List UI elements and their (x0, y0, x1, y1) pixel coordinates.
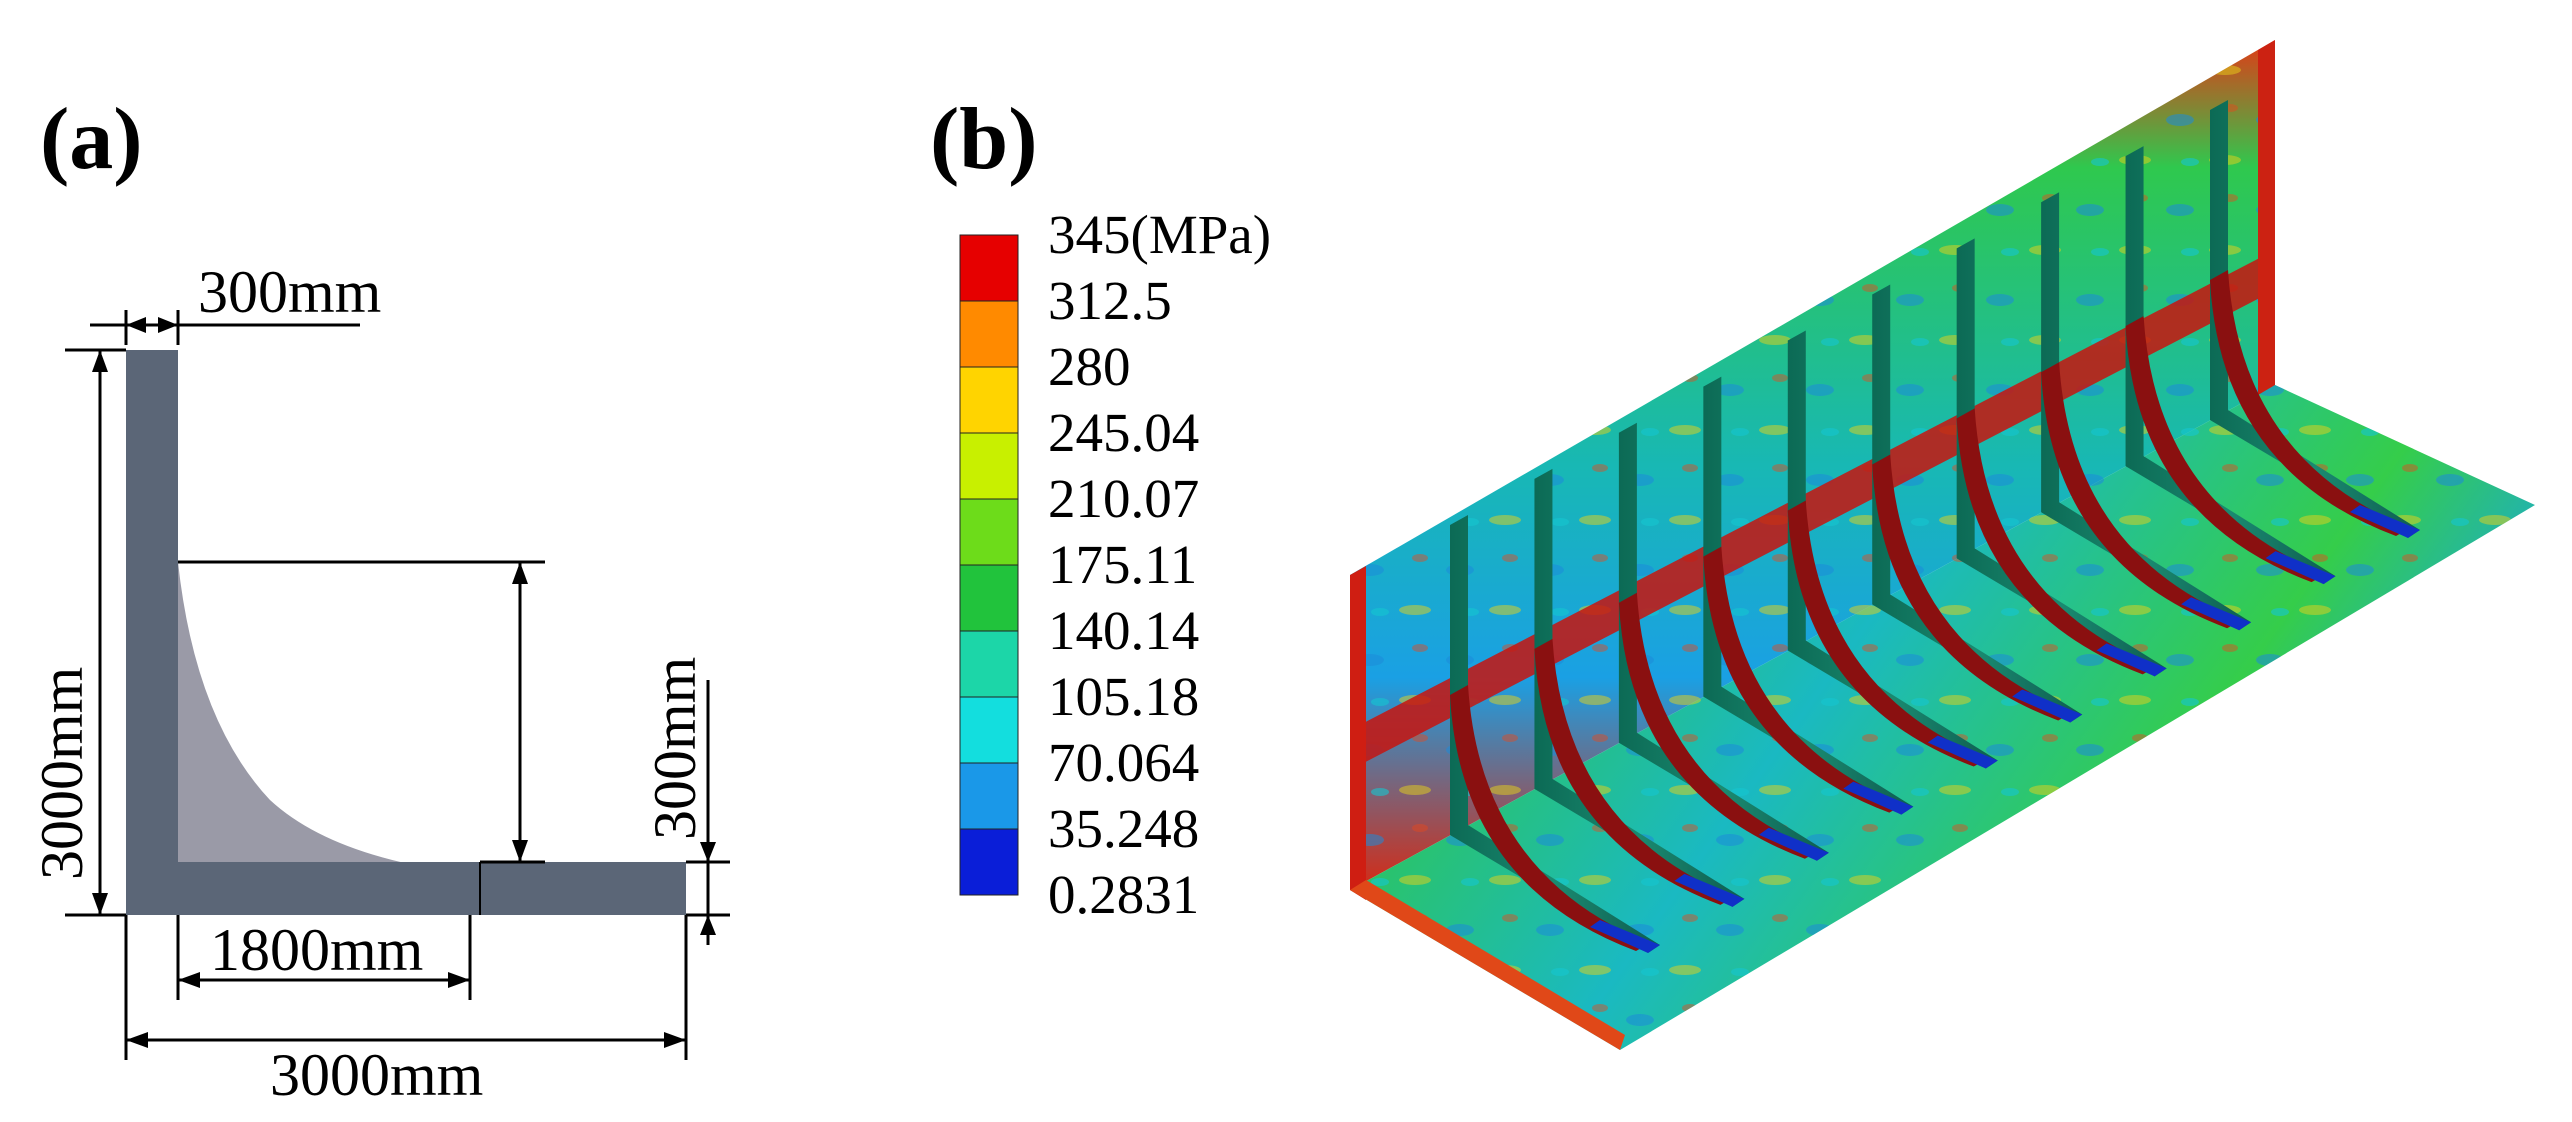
stiffener-toe (1590, 920, 1660, 953)
dimension-lines (65, 310, 730, 1060)
stiffener (1703, 376, 1914, 815)
legend-swatch (959, 234, 1019, 302)
dim-flange-thickness-top: 300mm (198, 259, 381, 325)
stiffener (1956, 238, 2167, 677)
contour-legend: 345(MPa)312.5280245.04210.07175.11140.14… (959, 204, 1271, 925)
stiffener-toe (1674, 873, 1745, 907)
legend-label: 0.2831 (1048, 864, 1199, 925)
legend-swatch (959, 432, 1019, 500)
legend-swatch (959, 498, 1019, 566)
stiffener-fillet (2041, 362, 2242, 629)
stiffener-toe (1927, 735, 1998, 769)
legend-swatch (959, 762, 1019, 830)
legend-label: 175.11 (1048, 534, 1197, 595)
legend-label: 140.14 (1048, 600, 1199, 661)
legend-label: 35.248 (1048, 798, 1199, 859)
stiffener-fillet (1703, 546, 1904, 813)
stiffened-plate-model (1350, 40, 2535, 1050)
stiffener (1618, 422, 1829, 861)
stiffeners (1450, 100, 2420, 953)
panel-b-label: (b) (930, 91, 1038, 188)
stiffener-toe (1843, 781, 1914, 815)
legend-label: 345(MPa) (1048, 204, 1271, 265)
dim-vertical-height: 3000mm (29, 667, 95, 880)
legend-swatch (959, 828, 1019, 896)
dim-web-thickness: 300mm (642, 657, 708, 840)
stiffener-fillet (1618, 592, 1819, 859)
stiffener-fillet (1956, 408, 2157, 675)
stiffener-fillet (2125, 316, 2326, 583)
fillet-region (178, 562, 480, 875)
stiffener-fillet (1534, 638, 1735, 905)
stiffener-toe (2012, 689, 2083, 723)
stiffener-toe (2350, 505, 2420, 538)
stiffener (2125, 146, 2336, 585)
stiffener (1872, 284, 2083, 723)
legend-swatch (959, 630, 1019, 698)
stiffener (1450, 515, 1660, 953)
panel-a-label: (a) (40, 91, 143, 188)
legend-swatch (959, 300, 1019, 368)
legend-label: 312.5 (1048, 270, 1172, 331)
dimension-arrows (92, 317, 716, 1048)
legend-label: 70.064 (1048, 732, 1199, 793)
stiffener (2041, 192, 2252, 631)
dim-fillet-horizontal: 1800mm (210, 917, 423, 983)
l-section (126, 350, 686, 915)
stiffener-toe (2265, 551, 2336, 585)
stiffener-fillet (2210, 270, 2410, 536)
panel-b: (b) 345(MPa)312.5280245.04210.07175.1114… (930, 40, 2535, 1050)
stiffener-toe (2181, 597, 2252, 631)
horizontal-flange (126, 862, 686, 915)
legend-swatch (959, 366, 1019, 434)
vertical-flange (126, 350, 178, 915)
legend-swatch (959, 564, 1019, 632)
stiffener (1534, 468, 1745, 907)
legend-label: 280 (1048, 336, 1131, 397)
stiffener-fillet (1787, 500, 1988, 767)
panel-a: (a) (29, 91, 730, 1108)
stiffener-toe (1758, 827, 1829, 861)
stiffener-fillet (1450, 685, 1650, 951)
stiffener (2210, 100, 2420, 538)
stiffener-fillet (1872, 454, 2073, 721)
legend-label: 210.07 (1048, 468, 1199, 529)
stiffener (1787, 330, 1998, 769)
legend-label: 245.04 (1048, 402, 1199, 463)
legend-swatch (959, 696, 1019, 764)
stiffener-toe (2096, 643, 2167, 677)
dim-horizontal-width: 3000mm (270, 1042, 483, 1108)
legend-label: 105.18 (1048, 666, 1199, 727)
